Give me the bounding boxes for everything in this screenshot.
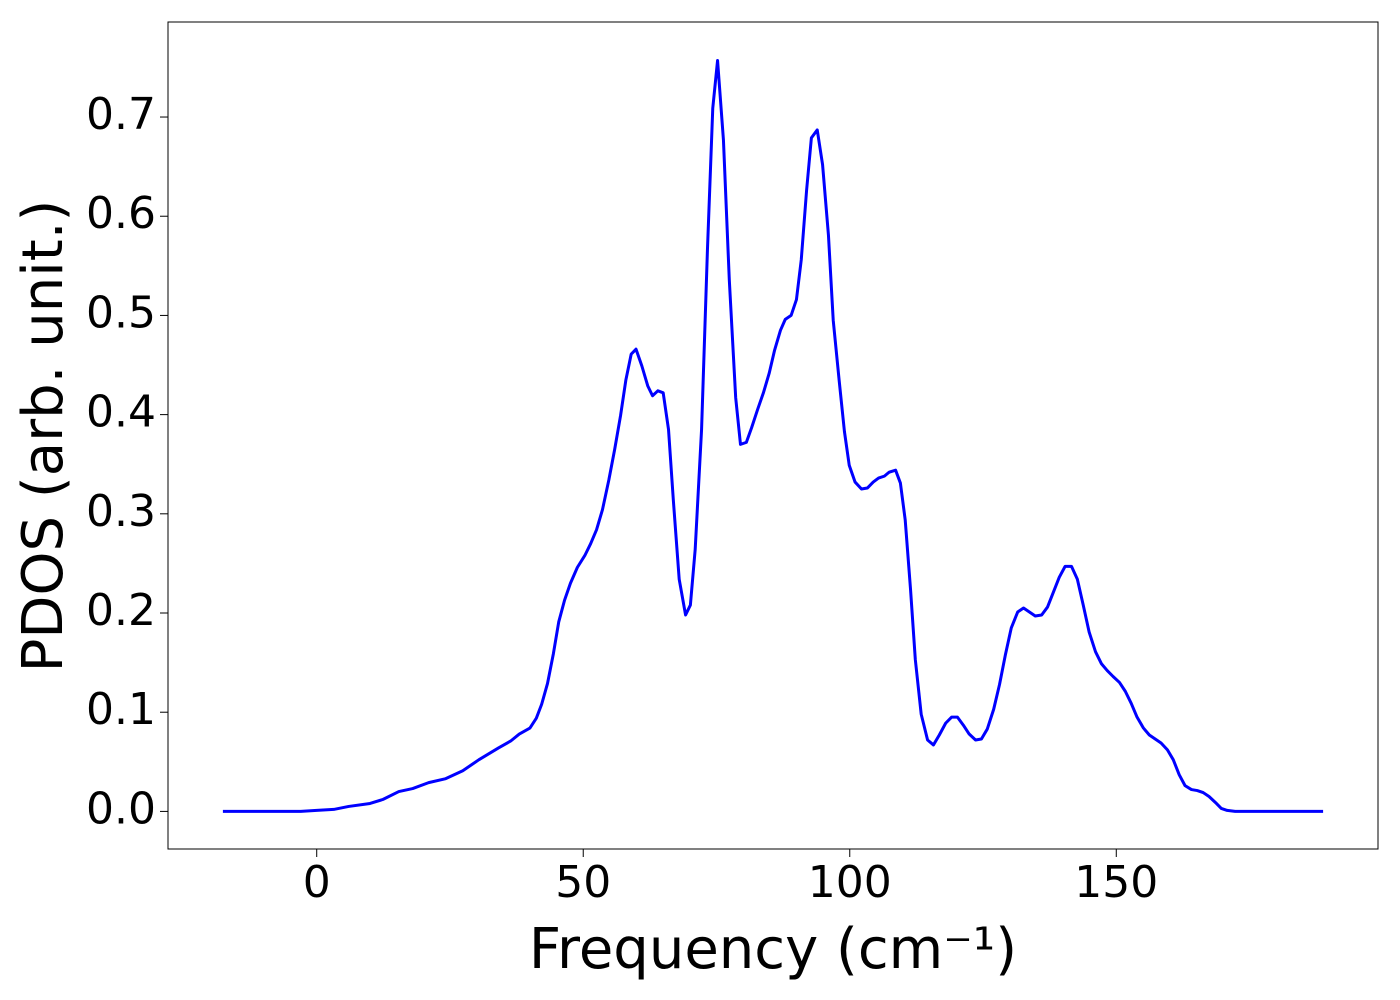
x-tick-label: 0: [303, 857, 331, 908]
y-tick-label: 0.6: [86, 188, 156, 239]
y-tick-label: 0.3: [86, 486, 156, 537]
y-tick-label: 0.4: [86, 387, 156, 438]
y-tick-label: 0.2: [86, 585, 156, 636]
y-tick-label: 0.1: [86, 684, 156, 735]
y-tick-label: 0.0: [86, 783, 156, 834]
x-axis-label: Frequency (cm⁻¹): [529, 917, 1017, 982]
x-tick-label: 50: [555, 857, 611, 908]
series-line: [222, 58, 1324, 813]
plot-frame: [167, 21, 1379, 850]
x-tick-label: 150: [1074, 857, 1158, 908]
y-axis-label: PDOS (arb. unit.): [11, 200, 76, 673]
y-tick-label: 0.7: [86, 89, 156, 140]
y-tick-label: 0.5: [86, 287, 156, 338]
x-tick-label: 100: [808, 857, 892, 908]
